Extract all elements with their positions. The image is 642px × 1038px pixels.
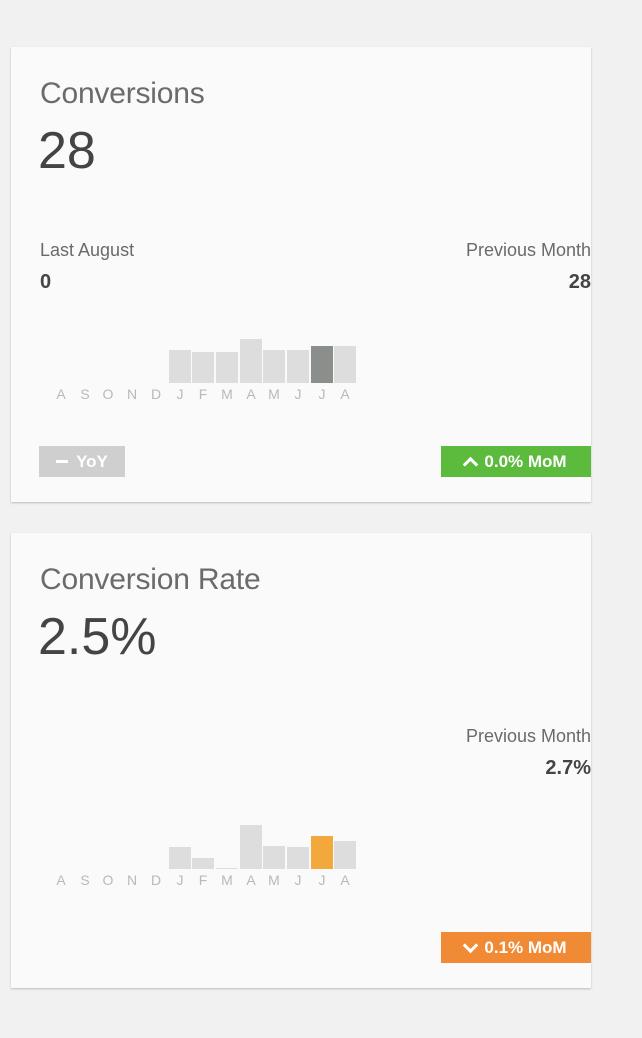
- month-label: A: [340, 872, 350, 888]
- month-label: S: [80, 386, 90, 402]
- previous-month-value: 28: [568, 271, 591, 293]
- chevron-down-icon: [463, 937, 479, 953]
- card-title: Conversions: [40, 77, 205, 110]
- sparkline-bar: [334, 346, 356, 383]
- sparkline-bar: [263, 846, 285, 869]
- month-label: J: [176, 386, 184, 402]
- month-label: A: [56, 872, 66, 888]
- sparkline-bar: [192, 858, 214, 869]
- month-label: A: [246, 872, 256, 888]
- month-label: A: [56, 386, 66, 402]
- conversion-rate-card: Conversion Rate 2.5% Previous Month 2.7%…: [11, 533, 591, 988]
- mom-label: 0.0% MoM: [484, 452, 567, 471]
- month-label: O: [102, 386, 114, 402]
- sparkline-bar: [169, 847, 191, 869]
- previous-month-label: Previous Month: [465, 240, 591, 260]
- previous-month-value: 2.7%: [545, 757, 591, 779]
- metric-value: 2.5%: [38, 608, 157, 666]
- sparkline-bars: [50, 821, 360, 869]
- sparkline-bar: [169, 350, 191, 383]
- mom-label: 0.1% MoM: [484, 938, 567, 957]
- sparkline-bar: [311, 346, 333, 383]
- month-label: A: [246, 386, 256, 402]
- dash-icon: [56, 460, 69, 463]
- last-august-label: Last August: [40, 240, 135, 260]
- metric-value: 28: [38, 122, 96, 180]
- sparkline-bar: [240, 825, 262, 869]
- yoy-label: YoY: [76, 452, 108, 471]
- previous-month-label: Previous Month: [465, 726, 591, 746]
- month-label: M: [221, 872, 233, 888]
- month-label: O: [102, 872, 114, 888]
- card-title: Conversion Rate: [40, 563, 261, 596]
- month-label: F: [198, 872, 208, 888]
- sparkline-bars: [50, 335, 360, 383]
- month-label: F: [198, 386, 208, 402]
- month-label: J: [294, 386, 302, 402]
- month-label: J: [176, 872, 184, 888]
- sparkline-bar: [263, 350, 285, 383]
- month-label: D: [150, 386, 162, 402]
- sparkline-bar: [287, 350, 309, 383]
- month-label: N: [126, 386, 138, 402]
- month-label: A: [340, 386, 350, 402]
- chevron-up-icon: [463, 456, 479, 472]
- conversions-card: Conversions 28 Last August 0 Previous Mo…: [11, 47, 591, 502]
- sparkline-bar: [311, 836, 333, 869]
- mom-badge: 0.0% MoM: [441, 446, 591, 477]
- sparkline-bar: [334, 841, 356, 869]
- sparkline-bar: [216, 868, 238, 869]
- month-label: J: [318, 386, 326, 402]
- month-label: D: [150, 872, 162, 888]
- sparkline-bar: [192, 352, 214, 383]
- month-label: J: [294, 872, 302, 888]
- sparkline-bar: [216, 352, 238, 383]
- month-label: J: [318, 872, 326, 888]
- mom-badge: 0.1% MoM: [441, 932, 591, 963]
- month-label: M: [221, 386, 233, 402]
- month-label: M: [268, 386, 280, 402]
- sparkline-bar: [240, 339, 262, 383]
- month-label: N: [126, 872, 138, 888]
- month-label: S: [80, 872, 90, 888]
- yoy-badge: YoY: [39, 446, 125, 477]
- month-label: M: [268, 872, 280, 888]
- last-august-value: 0: [40, 271, 52, 293]
- sparkline-bar: [287, 847, 309, 869]
